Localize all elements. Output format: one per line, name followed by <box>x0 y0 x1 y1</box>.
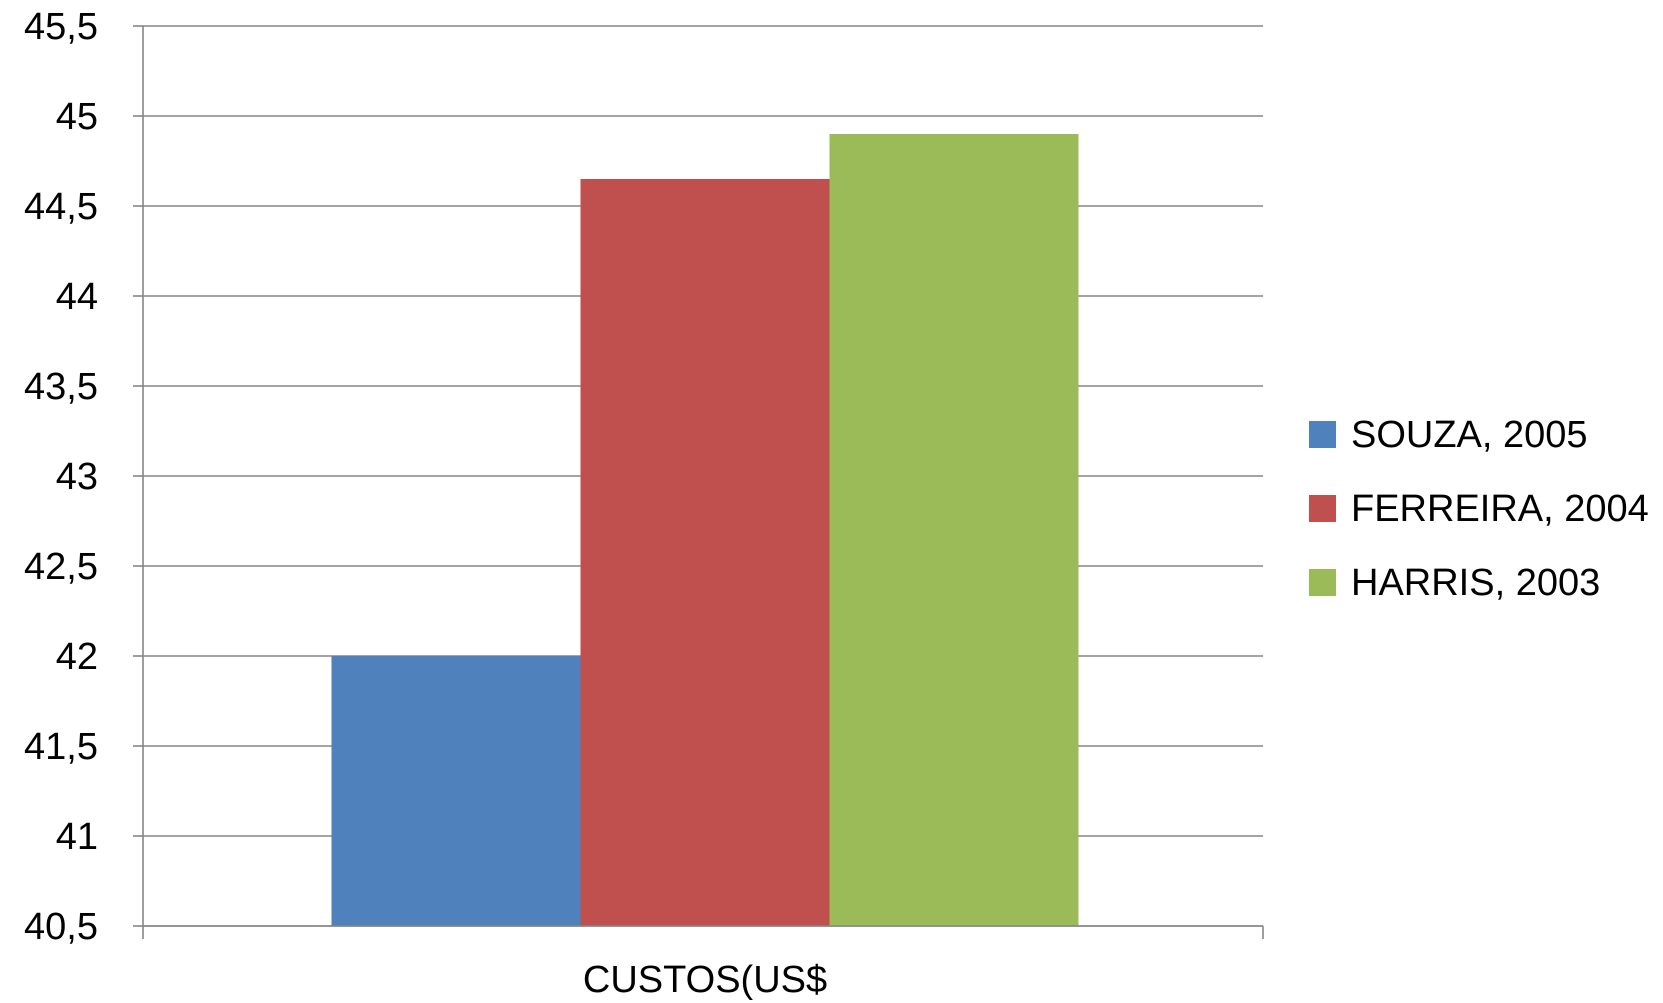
legend-swatch <box>1309 569 1336 596</box>
y-tick-label: 40,5 <box>24 906 98 948</box>
bars <box>331 134 1079 926</box>
y-tick-label: 41,5 <box>24 726 98 768</box>
axes <box>133 25 1264 939</box>
y-tick-label: 42,5 <box>24 546 98 588</box>
legend[interactable]: SOUZA, 2005 FERREIRA, 2004 HARRIS, 2003 <box>1309 414 1649 604</box>
y-tick-label: 44,5 <box>24 186 98 228</box>
legend-item-ferreira-2004[interactable]: FERREIRA, 2004 <box>1309 488 1649 530</box>
y-tick-label: 45,5 <box>24 6 98 48</box>
y-tick-label: 43 <box>56 456 98 498</box>
legend-item-harris-2003[interactable]: HARRIS, 2003 <box>1309 562 1600 604</box>
legend-label: SOUZA, 2005 <box>1351 414 1588 456</box>
legend-label: FERREIRA, 2004 <box>1351 488 1649 530</box>
x-category-label: CUSTOS(US$ <box>583 959 827 1001</box>
bar-souza-2005 <box>331 656 581 926</box>
y-tick-label: 45 <box>56 96 98 138</box>
x-category-labels: CUSTOS(US$ <box>583 959 827 1001</box>
y-tick-label: 44 <box>56 276 98 318</box>
legend-swatch <box>1309 421 1336 448</box>
legend-label: HARRIS, 2003 <box>1351 562 1600 604</box>
y-tick-label: 41 <box>56 816 98 858</box>
y-tick-label: 43,5 <box>24 366 98 408</box>
bar-harris-2003 <box>829 134 1079 926</box>
y-tick-label: 42 <box>56 636 98 678</box>
legend-swatch <box>1309 495 1336 522</box>
bar-ferreira-2004 <box>580 179 830 926</box>
legend-item-souza-2005[interactable]: SOUZA, 2005 <box>1309 414 1588 456</box>
y-tick-labels: 40,5 41 41,5 42 42,5 43 43,5 44 44,5 45 45,5 <box>24 6 98 948</box>
